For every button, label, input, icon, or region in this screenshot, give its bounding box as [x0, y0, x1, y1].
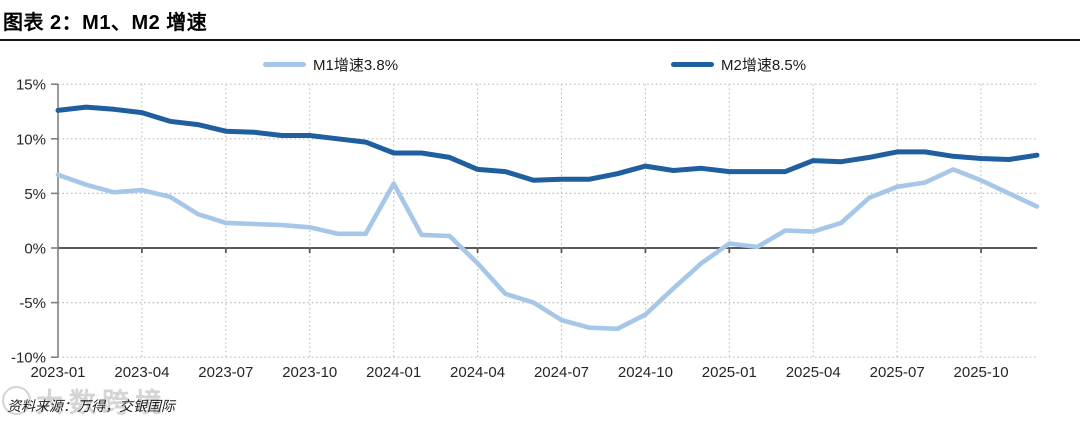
legend-label-m2: M2增速8.5% — [721, 57, 807, 74]
legend-label-m1: M1增速3.8% — [313, 57, 399, 74]
source-note: 资料来源：万得，交银国际 — [7, 400, 175, 415]
svg-text:0%: 0% — [24, 241, 46, 258]
svg-text:2025-07: 2025-07 — [870, 364, 925, 381]
legend-item-m2: M2增速8.5% — [671, 55, 806, 74]
chart-title: 图表 2：M1、M2 增速 — [3, 12, 208, 34]
title-underline — [0, 39, 1080, 41]
svg-text:2023-07: 2023-07 — [198, 364, 253, 381]
svg-text:2025-10: 2025-10 — [954, 364, 1009, 381]
svg-text:2023-10: 2023-10 — [282, 364, 337, 381]
svg-text:2024-07: 2024-07 — [534, 364, 589, 381]
svg-text:10%: 10% — [16, 131, 46, 148]
svg-text:5%: 5% — [24, 186, 46, 203]
svg-text:2025-01: 2025-01 — [702, 364, 757, 381]
svg-text:2023-04: 2023-04 — [114, 364, 169, 381]
svg-text:2025-04: 2025-04 — [786, 364, 841, 381]
svg-text:15%: 15% — [16, 77, 46, 94]
m2-line-swatch — [671, 62, 714, 67]
svg-text:2024-01: 2024-01 — [366, 364, 421, 381]
m1-line-swatch — [263, 62, 306, 67]
legend-item-m1: M1增速3.8% — [263, 55, 398, 74]
svg-text:2024-10: 2024-10 — [618, 364, 673, 381]
svg-text:-5%: -5% — [19, 295, 46, 312]
svg-text:2024-04: 2024-04 — [450, 364, 505, 381]
svg-text:-10%: -10% — [11, 350, 46, 367]
svg-text:2023-01: 2023-01 — [30, 364, 85, 381]
